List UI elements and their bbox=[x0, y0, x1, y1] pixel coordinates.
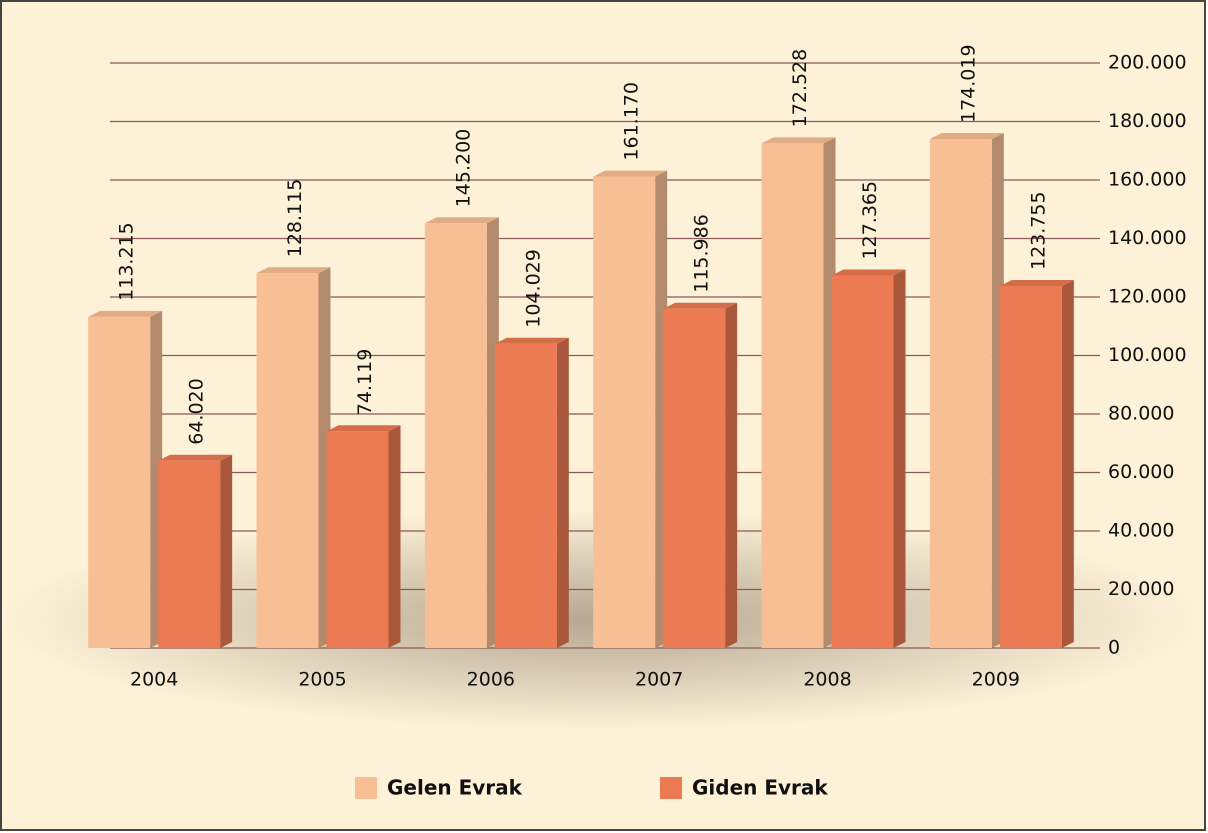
bar bbox=[831, 269, 906, 648]
y-tick-label: 40.000 bbox=[1108, 520, 1174, 542]
bar-top bbox=[256, 267, 331, 274]
bar-top bbox=[999, 280, 1074, 287]
bar-top bbox=[424, 217, 499, 224]
value-label: 128.115 bbox=[284, 179, 306, 258]
bar bbox=[929, 132, 1004, 648]
y-tick-label: 20.000 bbox=[1108, 578, 1174, 600]
value-label: 123.755 bbox=[1027, 191, 1049, 270]
x-tick-label: 2009 bbox=[972, 669, 1020, 691]
x-tick-label: 2008 bbox=[803, 669, 851, 691]
bar-top bbox=[593, 170, 668, 177]
bar-top bbox=[831, 269, 906, 276]
value-label: 115.986 bbox=[691, 214, 713, 293]
value-label: 64.020 bbox=[186, 378, 208, 444]
bar bbox=[326, 425, 401, 648]
legend-swatch bbox=[355, 777, 377, 799]
bar bbox=[761, 137, 836, 649]
bar bbox=[494, 337, 569, 648]
y-tick-label: 80.000 bbox=[1108, 403, 1174, 425]
y-tick-label: 60.000 bbox=[1108, 461, 1174, 483]
bar-top bbox=[929, 132, 1004, 139]
bar-front bbox=[88, 316, 151, 648]
bar-top bbox=[326, 425, 401, 432]
bar-front bbox=[761, 143, 824, 649]
bar-front bbox=[593, 176, 656, 648]
bar-top bbox=[761, 137, 836, 144]
bar bbox=[593, 170, 668, 648]
bar bbox=[999, 280, 1074, 648]
x-tick-label: 2004 bbox=[130, 669, 178, 691]
x-tick-label: 2006 bbox=[467, 669, 515, 691]
value-label: 145.200 bbox=[452, 129, 474, 208]
bar-top bbox=[663, 302, 738, 309]
legend-label: Gelen Evrak bbox=[387, 776, 523, 800]
bar-side bbox=[388, 425, 401, 648]
bar bbox=[424, 217, 499, 649]
y-tick-label: 200.000 bbox=[1108, 52, 1187, 74]
value-label: 172.528 bbox=[789, 49, 811, 128]
y-tick-label: 180.000 bbox=[1108, 110, 1187, 132]
bar-top bbox=[158, 454, 233, 461]
bar-front bbox=[663, 308, 726, 648]
bar bbox=[158, 454, 233, 648]
bar-side bbox=[220, 454, 233, 648]
bar-front bbox=[494, 343, 557, 648]
x-tick-label: 2005 bbox=[298, 669, 346, 691]
bar-front bbox=[424, 223, 487, 649]
bar-front bbox=[999, 286, 1062, 648]
y-tick-label: 140.000 bbox=[1108, 227, 1187, 249]
x-tick-label: 2007 bbox=[635, 669, 683, 691]
value-label: 104.029 bbox=[522, 249, 544, 328]
bar-front bbox=[831, 275, 894, 648]
bar-front bbox=[158, 460, 221, 648]
bar bbox=[663, 302, 738, 648]
bar-top bbox=[494, 337, 569, 344]
value-label: 174.019 bbox=[957, 44, 979, 123]
bar-front bbox=[929, 138, 992, 648]
value-label: 127.365 bbox=[859, 181, 881, 260]
value-label: 113.215 bbox=[116, 222, 138, 301]
bar bbox=[256, 267, 331, 648]
value-label: 74.119 bbox=[354, 349, 376, 415]
bar-top bbox=[88, 310, 163, 317]
bar bbox=[88, 310, 163, 648]
bar-front bbox=[256, 273, 319, 648]
legend-label: Giden Evrak bbox=[692, 776, 828, 800]
legend-swatch bbox=[660, 777, 682, 799]
bar-side bbox=[725, 302, 738, 648]
y-tick-label: 0 bbox=[1108, 637, 1120, 659]
y-tick-label: 100.000 bbox=[1108, 344, 1187, 366]
y-tick-label: 160.000 bbox=[1108, 169, 1187, 191]
value-label: 161.170 bbox=[621, 82, 643, 161]
bar-side bbox=[1061, 280, 1074, 648]
bar-front bbox=[326, 431, 389, 648]
bar-side bbox=[556, 337, 569, 648]
bar-side bbox=[893, 269, 906, 648]
y-tick-label: 120.000 bbox=[1108, 286, 1187, 308]
